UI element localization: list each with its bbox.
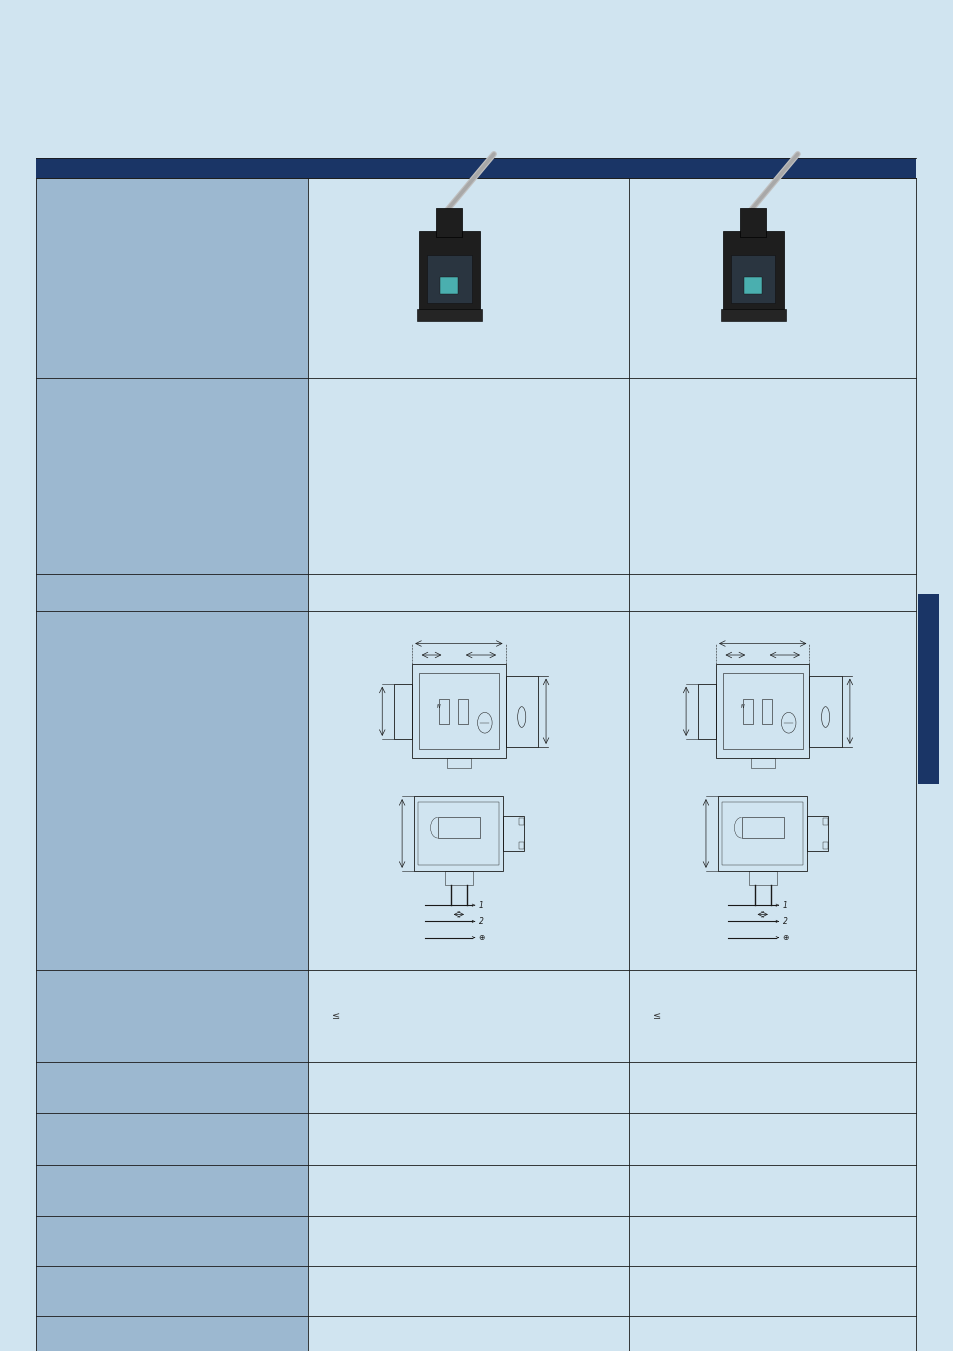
Bar (36, 178, 308, 378)
Bar (806, 816, 827, 851)
Bar (718, 796, 806, 871)
Text: 1: 1 (478, 901, 483, 909)
Bar (720, 309, 784, 320)
Bar (414, 796, 503, 871)
Bar (417, 802, 498, 865)
Bar (36, 1266, 308, 1316)
Bar (457, 698, 467, 724)
Bar (446, 758, 471, 767)
Bar (36, 970, 308, 1062)
Bar (444, 871, 473, 885)
Bar (36, 1216, 308, 1266)
Bar (36, 1113, 308, 1165)
Bar (730, 255, 775, 304)
Bar (427, 255, 471, 304)
Bar (418, 673, 498, 750)
Bar (750, 758, 774, 767)
Bar (437, 817, 479, 838)
Bar (36, 378, 308, 574)
Bar (416, 309, 481, 320)
Bar (740, 208, 765, 236)
Text: 1: 1 (781, 901, 786, 909)
Bar (439, 698, 449, 724)
Bar (440, 277, 457, 295)
Bar (743, 277, 761, 295)
Text: ⊕: ⊕ (478, 934, 484, 942)
Bar (742, 698, 752, 724)
Bar (36, 1316, 308, 1351)
Text: N: N (436, 704, 440, 709)
Bar (36, 1062, 308, 1113)
Text: 2: 2 (478, 917, 483, 925)
Bar (518, 817, 523, 825)
Bar (716, 665, 808, 758)
Text: 2: 2 (781, 917, 786, 925)
Bar (698, 684, 716, 739)
Bar (740, 817, 783, 838)
Bar (721, 802, 802, 865)
Text: ⊕: ⊕ (781, 934, 788, 942)
Bar (518, 842, 523, 848)
Bar (36, 1165, 308, 1216)
Bar (505, 676, 537, 747)
Bar (808, 676, 841, 747)
Text: ≤: ≤ (332, 1011, 340, 1021)
Bar (418, 231, 479, 309)
Bar (821, 817, 827, 825)
Text: ≤: ≤ (652, 1011, 660, 1021)
Bar (761, 698, 771, 724)
Bar (36, 611, 308, 970)
Bar (436, 208, 462, 236)
Bar (917, 594, 938, 784)
Bar (722, 231, 782, 309)
Bar (748, 871, 776, 885)
Bar (36, 158, 915, 178)
Bar (721, 673, 802, 750)
Bar (394, 684, 412, 739)
Bar (412, 665, 505, 758)
Bar (503, 816, 523, 851)
Text: N: N (740, 704, 743, 709)
Bar (36, 574, 308, 611)
Bar (821, 842, 827, 848)
